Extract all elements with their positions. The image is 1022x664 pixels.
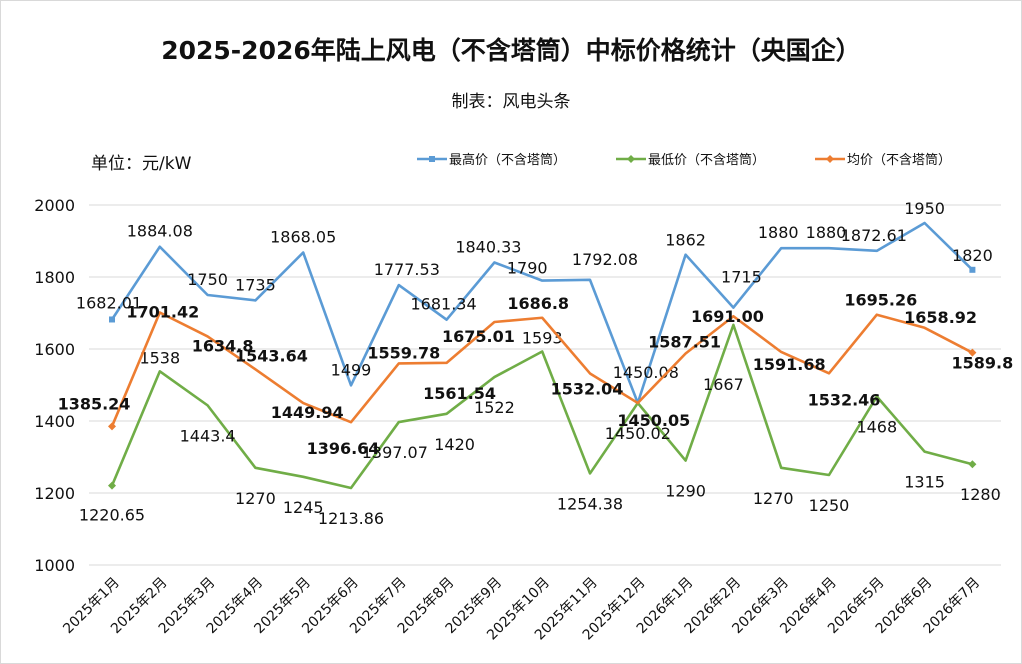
data-label: 1691.00 xyxy=(691,307,764,326)
series-line xyxy=(110,221,974,405)
unit-label: 单位：元/kW xyxy=(91,154,192,174)
data-label: 1591.68 xyxy=(753,355,826,374)
data-label: 1290 xyxy=(665,482,706,501)
data-label: 1681.34 xyxy=(411,295,477,314)
data-point xyxy=(109,316,115,323)
data-label: 1715 xyxy=(721,268,762,287)
data-label: 1385.24 xyxy=(58,394,131,413)
chart-subtitle: 制表：风电头条 xyxy=(451,92,571,112)
data-label: 1872.61 xyxy=(841,226,907,245)
data-point xyxy=(969,266,976,273)
y-tick-label: 1600 xyxy=(34,340,75,359)
data-label: 1245 xyxy=(283,498,324,517)
data-label: 1658.92 xyxy=(904,308,977,327)
data-label: 1880 xyxy=(758,223,799,242)
data-label: 1397.07 xyxy=(362,443,428,462)
data-label: 1686.8 xyxy=(507,294,569,313)
data-label: 1522 xyxy=(474,398,515,417)
legend-marker xyxy=(627,155,635,163)
y-tick-label: 2000 xyxy=(34,196,75,215)
data-label: 1675.01 xyxy=(442,327,515,346)
data-label: 1213.86 xyxy=(318,509,384,528)
data-label: 1589.8 xyxy=(952,354,1014,373)
data-label: 1777.53 xyxy=(374,260,440,279)
legend-marker xyxy=(429,156,435,162)
series-line xyxy=(110,311,974,427)
data-label: 1593 xyxy=(522,329,563,348)
data-label: 1820 xyxy=(952,246,993,265)
data-label: 1884.08 xyxy=(127,222,193,241)
data-label: 1270 xyxy=(753,489,794,508)
data-label: 1634.8 xyxy=(192,336,254,355)
data-label: 1667 xyxy=(703,375,744,394)
data-label: 1880 xyxy=(806,223,847,242)
data-label: 1790 xyxy=(507,259,548,278)
data-label: 1868.05 xyxy=(270,228,336,247)
y-tick-label: 1200 xyxy=(34,484,75,503)
data-label: 1450.02 xyxy=(605,424,671,443)
data-label: 1532.46 xyxy=(808,390,881,409)
data-label: 1254.38 xyxy=(557,494,623,513)
legend-label: 均价（不含塔筒） xyxy=(847,152,951,168)
data-label: 1220.65 xyxy=(79,506,145,525)
y-tick-label: 1800 xyxy=(34,268,75,287)
data-label: 1701.42 xyxy=(126,302,199,321)
data-label: 1559.78 xyxy=(367,343,440,362)
data-label: 1950 xyxy=(904,199,945,218)
data-label: 1420 xyxy=(434,435,475,454)
data-point xyxy=(968,348,977,357)
data-label: 1750 xyxy=(187,270,228,289)
data-label: 1682.01 xyxy=(76,293,142,312)
data-label: 1280 xyxy=(960,485,1001,504)
legend-marker xyxy=(826,155,834,163)
data-label: 1840.33 xyxy=(455,237,521,256)
data-label: 1315 xyxy=(904,473,945,492)
y-tick-label: 1000 xyxy=(34,556,75,575)
data-point xyxy=(108,481,116,490)
data-label: 1450.05 xyxy=(617,411,690,430)
data-label: 1735 xyxy=(235,275,276,294)
y-tick-label: 1400 xyxy=(34,412,75,431)
series-line xyxy=(110,323,973,490)
data-label: 1561.54 xyxy=(423,384,496,403)
data-label: 1250 xyxy=(809,496,850,515)
data-label: 1862 xyxy=(665,231,706,250)
data-point xyxy=(108,422,116,431)
data-label: 1792.08 xyxy=(572,250,638,269)
chart-title: 2025-2026年陆上风电（不含塔筒）中标价格统计（央国企） xyxy=(161,36,861,65)
data-label: 1396.64 xyxy=(307,439,380,458)
data-label: 1538 xyxy=(139,348,180,367)
data-point xyxy=(968,460,977,469)
data-label: 1543.64 xyxy=(235,346,308,365)
data-label: 1468 xyxy=(856,418,897,437)
data-label: 1499 xyxy=(331,360,372,379)
legend-label: 最高价（不含塔筒） xyxy=(449,152,566,168)
data-label: 1449.94 xyxy=(271,403,344,422)
data-label: 1695.26 xyxy=(844,291,917,310)
data-label: 1270 xyxy=(235,489,276,508)
data-label: 1587.51 xyxy=(648,332,721,351)
data-label: 1443.4 xyxy=(180,426,236,445)
data-label: 1532.04 xyxy=(551,379,624,398)
legend-label: 最低价（不含塔筒） xyxy=(648,152,765,168)
